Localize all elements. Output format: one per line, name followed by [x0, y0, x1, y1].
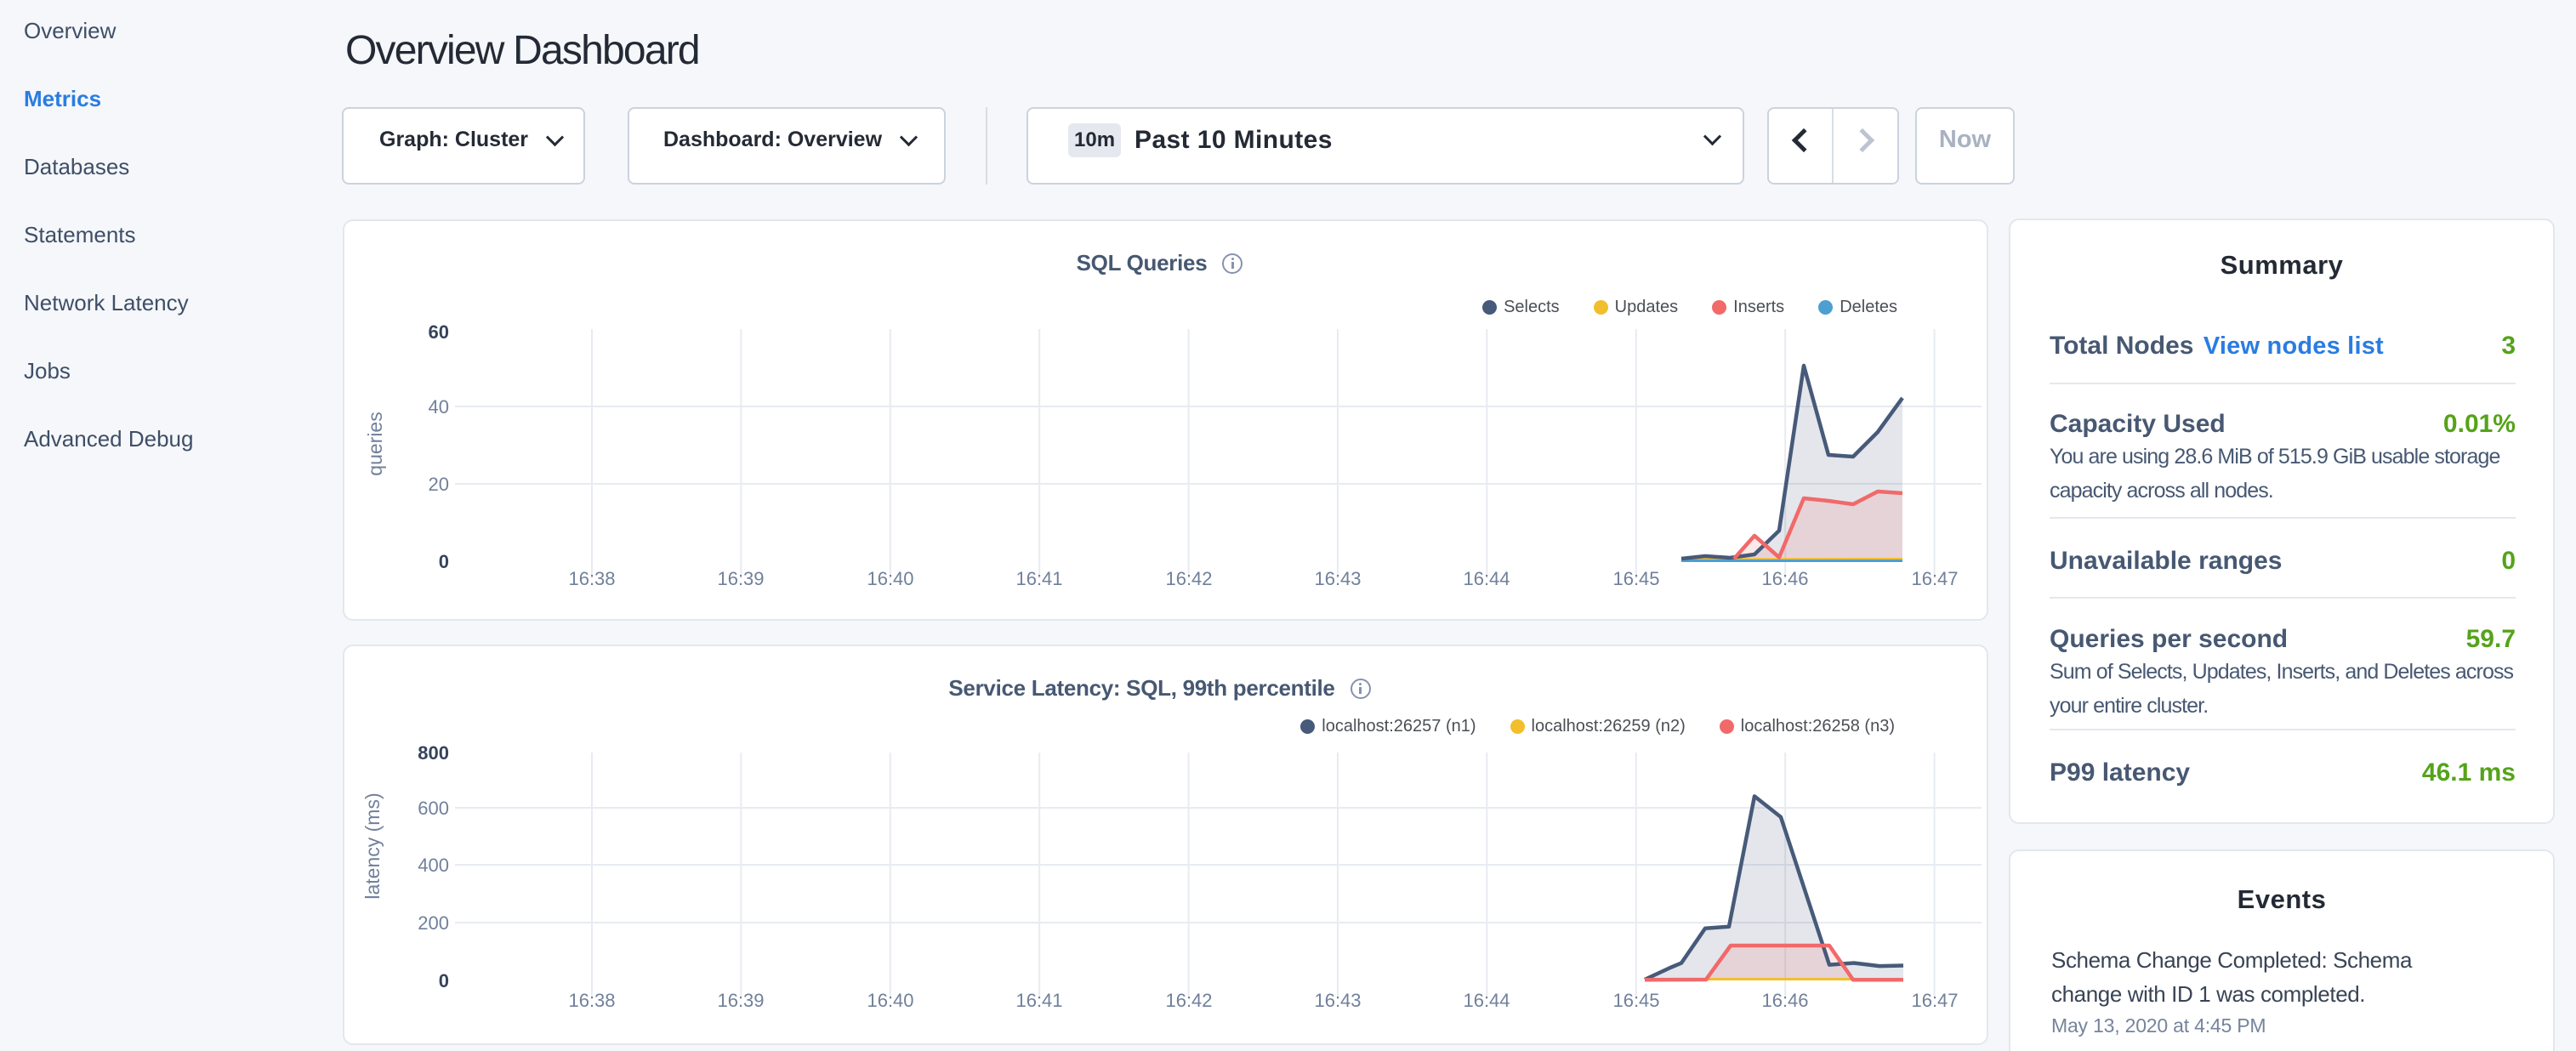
svg-text:16:47: 16:47: [1911, 568, 1958, 589]
svg-text:16:39: 16:39: [717, 990, 764, 1011]
svg-text:16:45: 16:45: [1612, 568, 1659, 589]
svg-text:16:41: 16:41: [1015, 568, 1062, 589]
svg-text:600: 600: [418, 798, 449, 819]
svg-text:60: 60: [429, 321, 449, 343]
svg-text:16:38: 16:38: [568, 990, 615, 1011]
svg-text:40: 40: [429, 396, 449, 418]
svg-text:queries: queries: [364, 412, 386, 475]
svg-text:20: 20: [429, 474, 449, 495]
svg-text:0: 0: [439, 551, 449, 572]
svg-text:16:40: 16:40: [867, 990, 913, 1011]
svg-text:16:42: 16:42: [1165, 990, 1212, 1011]
svg-text:800: 800: [418, 742, 449, 764]
svg-text:16:45: 16:45: [1612, 990, 1659, 1011]
svg-text:16:42: 16:42: [1165, 568, 1212, 589]
svg-text:16:43: 16:43: [1314, 568, 1361, 589]
svg-text:16:46: 16:46: [1761, 568, 1808, 589]
svg-text:16:43: 16:43: [1314, 990, 1361, 1011]
svg-text:latency (ms): latency (ms): [361, 793, 384, 899]
svg-text:16:44: 16:44: [1463, 990, 1510, 1011]
svg-text:16:44: 16:44: [1463, 568, 1510, 589]
svg-text:16:39: 16:39: [717, 568, 764, 589]
svg-text:16:47: 16:47: [1911, 990, 1958, 1011]
svg-text:16:38: 16:38: [568, 568, 615, 589]
svg-text:16:40: 16:40: [867, 568, 913, 589]
svg-text:400: 400: [418, 855, 449, 876]
svg-text:16:46: 16:46: [1761, 990, 1808, 1011]
svg-text:200: 200: [418, 912, 449, 934]
svg-text:16:41: 16:41: [1015, 990, 1062, 1011]
svg-text:0: 0: [439, 970, 449, 991]
